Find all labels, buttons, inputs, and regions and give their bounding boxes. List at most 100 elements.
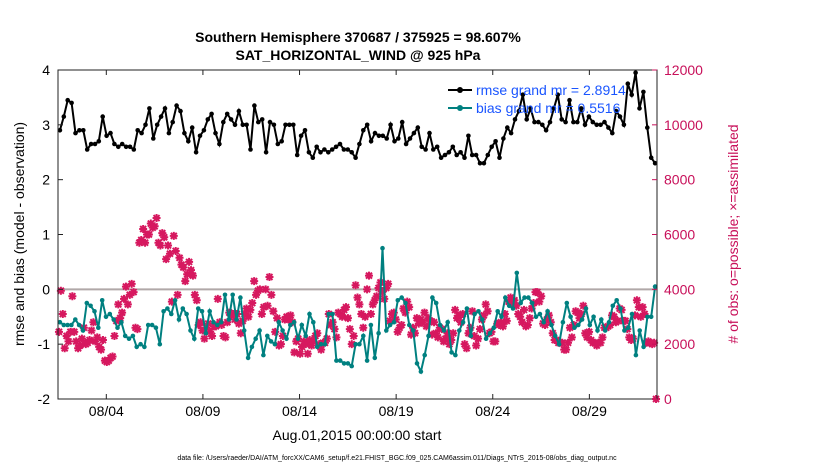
bias-point <box>599 317 604 322</box>
obs-assimilated-point <box>85 336 94 345</box>
bias-point <box>587 322 593 328</box>
rmse-point <box>271 122 277 128</box>
rmse-point <box>536 119 541 125</box>
obs-assimilated-point <box>97 345 106 354</box>
obs-assimilated-point <box>537 292 546 301</box>
obs-assimilated-point <box>144 230 153 239</box>
bias-point <box>645 314 650 320</box>
rmse-point <box>341 147 347 152</box>
bias-point <box>330 311 335 317</box>
bias-point <box>192 336 197 342</box>
right-y-axis-label: # of obs: o=possible; ×=assimilated <box>725 124 741 343</box>
rmse-point <box>575 119 580 125</box>
bias-point <box>249 344 255 350</box>
bias-point <box>280 328 285 333</box>
x-tick-label: 08/24 <box>475 403 510 419</box>
rmse-point <box>252 103 257 108</box>
obs-assimilated-point <box>447 336 456 345</box>
bias-point <box>337 358 343 363</box>
bias-point <box>418 369 424 374</box>
legend-rmse-marker <box>457 87 463 93</box>
obs-assimilated-point <box>347 340 356 349</box>
bias-point <box>384 328 389 333</box>
obs-assimilated-point <box>410 329 419 338</box>
x-tick-label: 08/14 <box>282 403 317 419</box>
obs-assimilated-point <box>152 214 161 223</box>
bias-point <box>268 339 274 344</box>
bias-point <box>92 309 97 314</box>
rmse-point <box>259 117 265 122</box>
bias-point <box>334 358 339 363</box>
rmse-point <box>291 122 296 128</box>
obs-assimilated-point <box>309 337 318 346</box>
obs-assimilated-point <box>630 311 639 320</box>
obs-assimilated-point <box>271 327 280 336</box>
obs-assimilated-point <box>158 229 167 238</box>
obs-assimilated-point <box>567 333 576 342</box>
obs-assimilated-point <box>351 281 360 290</box>
obs-assimilated-point <box>120 294 129 303</box>
x-tick-label: 08/09 <box>185 403 220 419</box>
rmse-point <box>450 144 456 150</box>
obs-assimilated-point <box>391 315 400 324</box>
rmse-point <box>322 147 327 152</box>
obs-assimilated-point <box>257 310 266 319</box>
obs-assimilated-point <box>581 329 590 338</box>
bias-point <box>230 292 235 298</box>
obs-assimilated-point <box>437 325 446 334</box>
rmse-point <box>392 139 397 144</box>
obs-assimilated-point <box>629 334 638 343</box>
obs-assimilated-point <box>579 301 588 310</box>
obs-assimilated-point <box>169 231 178 240</box>
obs-assimilated-point <box>598 333 607 342</box>
rmse-point <box>267 119 273 125</box>
obs-assimilated-point <box>585 327 594 336</box>
rmse-point <box>516 108 522 114</box>
rmse-point <box>302 128 308 133</box>
bias-point <box>295 336 301 342</box>
bias-point <box>499 314 504 320</box>
obs-assimilated-point <box>322 334 331 343</box>
bias-point <box>602 328 608 333</box>
rmse-point <box>645 125 650 130</box>
obs-assimilated-point <box>160 233 169 242</box>
bias-point <box>579 317 585 322</box>
obs-assimilated-point <box>185 257 194 266</box>
bias-point <box>307 311 312 317</box>
rmse-point <box>329 147 335 152</box>
rmse-point <box>287 122 292 128</box>
obs-assimilated-point <box>443 329 452 338</box>
rmse-point <box>275 141 281 147</box>
obs-assimilated-point <box>430 318 439 327</box>
bias-point <box>126 336 132 342</box>
obs-assimilated-point <box>248 299 257 308</box>
obs-assimilated-point <box>68 292 77 301</box>
obs-assimilated-point <box>307 341 316 350</box>
bias-point <box>291 319 297 325</box>
obs-assimilated-point <box>573 308 582 317</box>
obs-assimilated-point <box>175 253 184 262</box>
bias-point <box>272 341 278 347</box>
rmse-point <box>221 119 226 125</box>
obs-assimilated-point <box>167 297 176 306</box>
obs-assimilated-point <box>284 315 293 324</box>
rmse-point <box>81 128 86 133</box>
right-y-tick-label: 6000 <box>664 227 695 243</box>
obs-assimilated-point <box>445 340 454 349</box>
obs-assimilated-point <box>342 303 351 312</box>
left-y-axis: -2 -1 0 1 2 3 4 <box>38 62 63 407</box>
bias-point <box>76 322 82 328</box>
obs-assimilated-point <box>345 325 354 334</box>
rmse-point <box>116 144 121 150</box>
rmse-point <box>65 97 70 103</box>
obs-assimilated-point <box>504 297 513 306</box>
obs-assimilated-point <box>259 303 268 312</box>
obs-assimilated-point <box>137 235 146 244</box>
obs-assimilated-point <box>110 331 119 340</box>
rmse-point <box>337 141 343 147</box>
bias-point <box>537 311 543 317</box>
obs-assimilated-point <box>512 301 521 310</box>
bias-point <box>122 333 128 339</box>
obs-assimilated-point <box>313 329 322 338</box>
rmse-point <box>582 122 588 128</box>
